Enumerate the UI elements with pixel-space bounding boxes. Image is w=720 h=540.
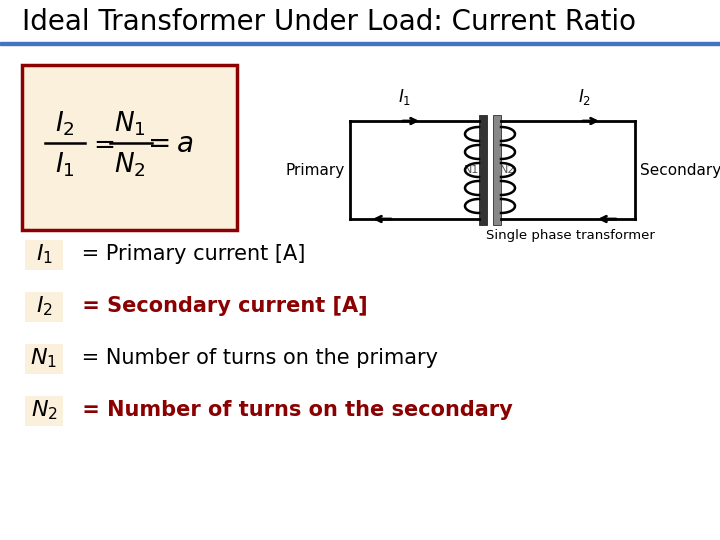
Text: = Secondary current [A]: = Secondary current [A] [75,296,368,316]
Text: $I_2$: $I_2$ [35,294,53,318]
Text: N1: N1 [464,165,480,175]
Bar [493,115,501,225]
Text: = Number of turns on the primary: = Number of turns on the primary [75,348,438,368]
Text: Secondary: Secondary [640,163,720,178]
Text: = Number of turns on the secondary: = Number of turns on the secondary [75,400,513,420]
Text: $N_2$: $N_2$ [114,150,145,179]
Text: Single phase transformer: Single phase transformer [485,229,654,242]
Bar [25,344,63,374]
Text: $= a$: $= a$ [142,130,193,158]
Bar [25,396,63,426]
Bar [25,292,63,322]
Text: $I_1$: $I_1$ [35,242,53,266]
Text: $=$: $=$ [89,131,114,157]
Text: $I_2$: $I_2$ [578,87,592,107]
Bar [0,42,720,45]
Text: = Primary current [A]: = Primary current [A] [75,244,305,264]
Text: Primary: Primary [286,163,345,178]
Text: $I_1$: $I_1$ [55,150,74,179]
Bar [25,240,63,270]
Text: $I_2$: $I_2$ [55,109,74,138]
Bar [479,115,487,225]
Text: N2: N2 [500,165,516,175]
Text: $I_1$: $I_1$ [398,87,412,107]
Text: $N_1$: $N_1$ [30,346,58,370]
Text: $N_1$: $N_1$ [114,109,145,138]
Text: Ideal Transformer Under Load: Current Ratio: Ideal Transformer Under Load: Current Ra… [22,8,636,36]
Bar [22,65,237,230]
Text: $N_2$: $N_2$ [30,398,58,422]
